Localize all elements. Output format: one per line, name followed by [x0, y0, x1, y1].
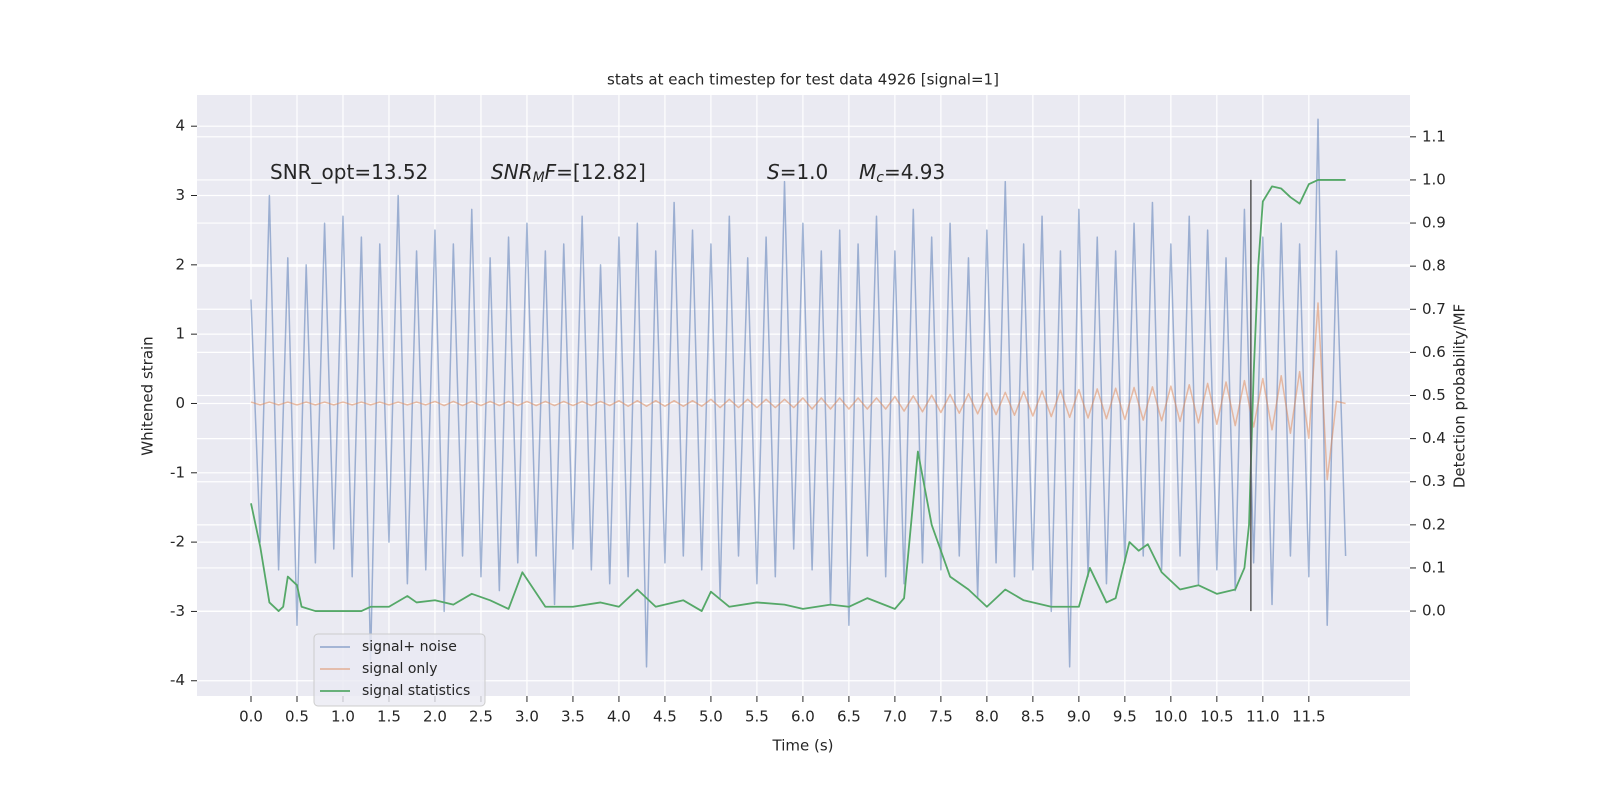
y-tick-label: 0 [175, 394, 185, 412]
series-line [250, 118, 1347, 668]
x-tick-label: 0.0 [239, 708, 263, 726]
y2-tick-label: 1.0 [1422, 170, 1446, 188]
x-tick-label: 8.0 [975, 708, 999, 726]
x-tick-label: 3.5 [561, 708, 585, 726]
x-tick-label: 10.5 [1200, 708, 1233, 726]
x-tick-label: 4.5 [653, 708, 677, 726]
annotation-part: S [767, 160, 780, 184]
annotation-part: c [876, 170, 884, 186]
y-tick-label: 3 [175, 186, 185, 204]
x-tick-label: 8.5 [1021, 708, 1045, 726]
labels: stats at each timestep for test data 492… [139, 71, 1469, 755]
x-tick-label: 6.5 [837, 708, 861, 726]
x-tick-label: 7.5 [929, 708, 953, 726]
y2-tick-label: 0.1 [1422, 558, 1446, 576]
x-tick-label: 7.0 [883, 708, 907, 726]
annotation: Mc=4.93 [859, 160, 945, 187]
y-tick-label: 2 [175, 255, 185, 273]
x-tick-label: 9.5 [1113, 708, 1137, 726]
y-tick-label: -2 [170, 533, 185, 551]
x-tick-label: 0.5 [285, 708, 309, 726]
y-axis-label: Whitened strain [139, 336, 157, 455]
x-tick-label: 2.5 [469, 708, 493, 726]
x-tick-label: 6.0 [791, 708, 815, 726]
legend-label: signal+ noise [362, 639, 457, 655]
x-tick-label: 11.5 [1292, 708, 1325, 726]
marks [250, 118, 1347, 668]
chart-title: stats at each timestep for test data 492… [607, 71, 999, 89]
y2-tick-label: 0.3 [1422, 472, 1446, 490]
x-tick-label: 3.0 [515, 708, 539, 726]
annotation-part: M [859, 160, 876, 184]
annotation-part: SNR [491, 160, 533, 184]
x-tick-label: 10.0 [1154, 708, 1187, 726]
annotation: SNR_opt=13.52 [270, 160, 428, 184]
x-axis-label: Time (s) [772, 737, 834, 755]
y2-tick-label: 0.2 [1422, 515, 1446, 533]
legend: signal+ noise signal only signal statistic… [313, 633, 486, 707]
annotation: S=1.0 [767, 160, 828, 184]
x-tick-label: 1.5 [377, 708, 401, 726]
y-tick-label: 1 [175, 325, 185, 343]
y-tick-label: 4 [175, 117, 185, 135]
legend-box [313, 633, 486, 707]
y2-tick-label: 0.9 [1422, 214, 1446, 232]
y2-tick-label: 0.5 [1422, 386, 1446, 404]
annotation-part: =4.93 [884, 160, 945, 184]
y2-tick-label: 0.8 [1422, 257, 1446, 275]
series-line [250, 302, 1346, 481]
y-tick-label: -4 [170, 671, 185, 689]
annotation-part: SNR_opt=13.52 [270, 160, 428, 184]
y-tick-label: -1 [170, 463, 185, 481]
y2-tick-label: 0.4 [1422, 429, 1446, 447]
x-tick-label: 9.0 [1067, 708, 1091, 726]
x-tick-label: 1.0 [331, 708, 355, 726]
x-tick-label: 11.0 [1246, 708, 1279, 726]
legend-label: signal statistics [362, 683, 470, 699]
x-tick-label: 5.5 [745, 708, 769, 726]
y2-axis-label: Detection probability/MF [1451, 304, 1469, 488]
annotation-part: =[12.82] [556, 160, 646, 184]
annotation-part: M [533, 170, 545, 186]
x-tick-label: 5.0 [699, 708, 723, 726]
legend-label: signal only [362, 661, 437, 677]
annotation: SNRMF=[12.82] [491, 160, 646, 187]
y2-tick-label: 0.6 [1422, 343, 1446, 361]
y2-tick-label: 0.0 [1422, 602, 1446, 620]
x-tick-label: 4.0 [607, 708, 631, 726]
y-tick-label: -3 [170, 602, 185, 620]
x-tick-label: 2.0 [423, 708, 447, 726]
series-line [250, 179, 1346, 612]
annotation-part: =1.0 [780, 160, 829, 184]
y2-tick-label: 0.7 [1422, 300, 1446, 318]
y2-tick-label: 1.1 [1422, 127, 1446, 145]
annotation-part: F [545, 160, 557, 184]
